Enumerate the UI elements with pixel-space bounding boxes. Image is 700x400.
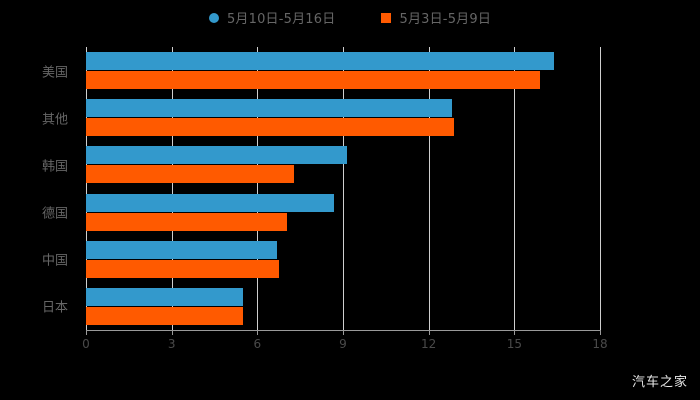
bar — [86, 259, 279, 278]
x-axis-tick-label-0: 0 — [82, 337, 90, 351]
watermark-label: 汽车之家 — [631, 375, 688, 390]
bar — [86, 287, 244, 306]
legend-label-series-2: 5月3日-5月9日 — [399, 12, 492, 27]
y-axis-label-2: 韩国 — [41, 159, 68, 175]
legend-square-marker-icon — [381, 12, 392, 23]
legend-item-series-2: 5月3日-5月9日 — [381, 8, 491, 27]
y-axis-category-labels: 美国其他韩国德国中国日本 — [0, 47, 80, 330]
plot-area — [86, 47, 601, 330]
legend-circle-marker-icon — [208, 12, 219, 23]
x-axis-tick-mark — [257, 330, 259, 335]
x-axis-tick-label-3: 9 — [339, 337, 347, 351]
gridline-x — [514, 47, 516, 330]
gridline-x — [343, 47, 344, 330]
y-axis-label-3: 德国 — [41, 206, 68, 222]
gridline-x — [428, 47, 430, 330]
bar — [86, 52, 555, 71]
bar — [86, 306, 244, 325]
bar — [86, 240, 278, 259]
gridline-x — [171, 47, 173, 330]
y-axis-label-4: 中国 — [41, 253, 68, 269]
bar — [86, 99, 452, 118]
bar — [86, 118, 455, 137]
x-axis-tick-mark — [343, 330, 344, 335]
bar — [86, 146, 348, 165]
x-axis-tick-label-1: 3 — [167, 337, 176, 351]
y-axis-label-0: 美国 — [41, 65, 68, 81]
bar — [86, 71, 541, 90]
x-axis-tick-label-6: 18 — [592, 337, 608, 351]
gridline-x — [600, 47, 601, 330]
x-axis-tick-mark — [86, 330, 87, 335]
x-axis-tick-mark — [600, 330, 601, 335]
x-axis-tick-label-2: 6 — [253, 337, 262, 351]
y-axis-label-1: 其他 — [41, 112, 68, 128]
y-axis-label-5: 日本 — [41, 300, 68, 316]
x-axis-tick-mark — [171, 330, 173, 335]
bar — [86, 165, 295, 184]
bar — [86, 212, 288, 231]
gridline-x — [257, 47, 259, 330]
chart-legend: 5月10日-5月16日 5月3日-5月9日 — [0, 8, 700, 27]
x-axis-tick-label-4: 12 — [421, 337, 437, 351]
x-axis-tick-mark — [514, 330, 516, 335]
x-axis-tick-label-5: 15 — [506, 337, 522, 351]
legend-item-series-1: 5月10日-5月16日 — [208, 8, 336, 27]
x-axis-tick-mark — [428, 330, 430, 335]
bar — [86, 193, 335, 212]
legend-label-series-1: 5月10日-5月16日 — [226, 12, 336, 27]
gridline-x — [86, 47, 87, 330]
